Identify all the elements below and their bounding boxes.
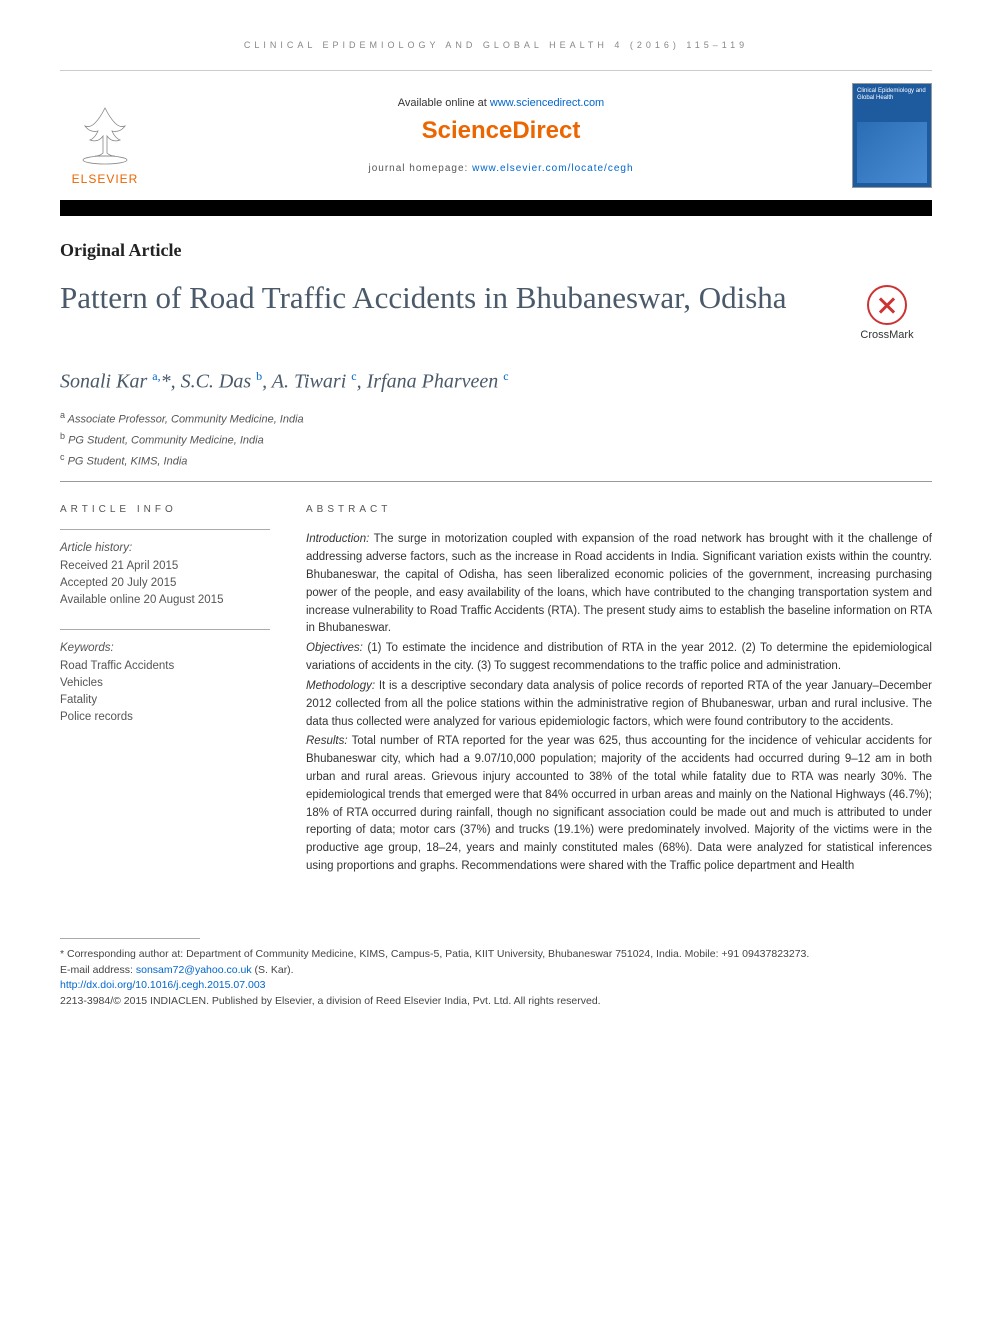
divider (60, 481, 932, 482)
affiliation-text: PG Student, KIMS, India (68, 456, 188, 468)
abstract-section-text: Total number of RTA reported for the yea… (306, 735, 932, 872)
email-line: E-mail address: sonsam72@yahoo.co.uk (S.… (60, 963, 932, 979)
authors: Sonali Kar a,*, S.C. Das b, A. Tiwari c,… (60, 369, 932, 394)
available-online-text: Available online at www.sciencedirect.co… (166, 97, 836, 109)
publisher-name: ELSEVIER (72, 172, 139, 186)
masthead-center: Available online at www.sciencedirect.co… (166, 97, 836, 174)
copyright: 2213-3984/© 2015 INDIACLEN. Published by… (60, 994, 932, 1010)
keyword: Fatality (60, 692, 270, 709)
abstract-section-text: The surge in motorization coupled with e… (306, 533, 932, 634)
abstract-section-title: Results: (306, 735, 348, 747)
footnote-rule (60, 938, 200, 939)
article-info-heading: ARTICLE INFO (60, 504, 270, 515)
elsevier-tree-icon (70, 98, 140, 168)
journal-cover-image (857, 122, 927, 183)
homepage-prefix: journal homepage: (368, 163, 472, 174)
affiliation-text: PG Student, Community Medicine, India (68, 435, 264, 447)
abstract-column: ABSTRACT Introduction: The surge in moto… (306, 504, 932, 877)
affiliations: a Associate Professor, Community Medicin… (60, 408, 932, 472)
article-type: Original Article (60, 240, 932, 261)
journal-cover-title: Clinical Epidemiology and Global Health (857, 88, 927, 102)
history-title: Article history: (60, 540, 270, 557)
masthead: ELSEVIER Available online at www.science… (60, 70, 932, 204)
journal-cover: Clinical Epidemiology and Global Health (852, 83, 932, 188)
affiliation: b PG Student, Community Medicine, India (60, 429, 932, 450)
abstract-section: Results: Total number of RTA reported fo… (306, 733, 932, 876)
elsevier-logo: ELSEVIER (60, 86, 150, 186)
footnotes: * Corresponding author at: Department of… (60, 947, 932, 1010)
affiliation: c PG Student, KIMS, India (60, 450, 932, 471)
abstract-section: Objectives: (1) To estimate the incidenc… (306, 640, 932, 676)
keywords-block: Keywords: Road Traffic Accidents Vehicle… (60, 629, 270, 726)
email-suffix: (S. Kar). (252, 964, 294, 976)
article-info-column: ARTICLE INFO Article history: Received 2… (60, 504, 270, 877)
crossmark-badge[interactable]: CrossMark (842, 279, 932, 341)
available-prefix: Available online at (398, 97, 490, 109)
keyword: Vehicles (60, 675, 270, 692)
email-link[interactable]: sonsam72@yahoo.co.uk (136, 964, 252, 976)
keywords-title: Keywords: (60, 640, 270, 657)
abstract-body: Introduction: The surge in motorization … (306, 531, 932, 875)
journal-homepage: journal homepage: www.elsevier.com/locat… (166, 163, 836, 174)
abstract-section-title: Introduction: (306, 533, 369, 545)
keyword: Police records (60, 709, 270, 726)
sciencedirect-link[interactable]: www.sciencedirect.com (490, 97, 604, 109)
journal-homepage-link[interactable]: www.elsevier.com/locate/cegh (472, 163, 633, 174)
history-item: Accepted 20 July 2015 (60, 575, 270, 592)
corresponding-author: * Corresponding author at: Department of… (60, 947, 932, 963)
abstract-section: Methodology: It is a descriptive seconda… (306, 678, 932, 731)
abstract-section-text: It is a descriptive secondary data analy… (306, 680, 932, 728)
abstract-section-text: (1) To estimate the incidence and distri… (306, 642, 932, 672)
running-header: CLINICAL EPIDEMIOLOGY AND GLOBAL HEALTH … (60, 40, 932, 50)
masthead-rule (60, 204, 932, 216)
abstract-heading: ABSTRACT (306, 504, 932, 515)
affiliation: a Associate Professor, Community Medicin… (60, 408, 932, 429)
abstract-section-title: Objectives: (306, 642, 363, 654)
sciencedirect-brand: ScienceDirect (166, 117, 836, 145)
doi-link[interactable]: http://dx.doi.org/10.1016/j.cegh.2015.07… (60, 979, 266, 991)
affiliation-text: Associate Professor, Community Medicine,… (68, 413, 304, 425)
history-item: Received 21 April 2015 (60, 558, 270, 575)
article-history: Article history: Received 21 April 2015 … (60, 529, 270, 609)
abstract-section-title: Methodology: (306, 680, 375, 692)
crossmark-icon (867, 285, 907, 325)
article-title: Pattern of Road Traffic Accidents in Bhu… (60, 279, 822, 318)
history-item: Available online 20 August 2015 (60, 592, 270, 609)
crossmark-label: CrossMark (860, 329, 913, 341)
email-label: E-mail address: (60, 964, 136, 976)
abstract-section: Introduction: The surge in motorization … (306, 531, 932, 638)
keyword: Road Traffic Accidents (60, 658, 270, 675)
